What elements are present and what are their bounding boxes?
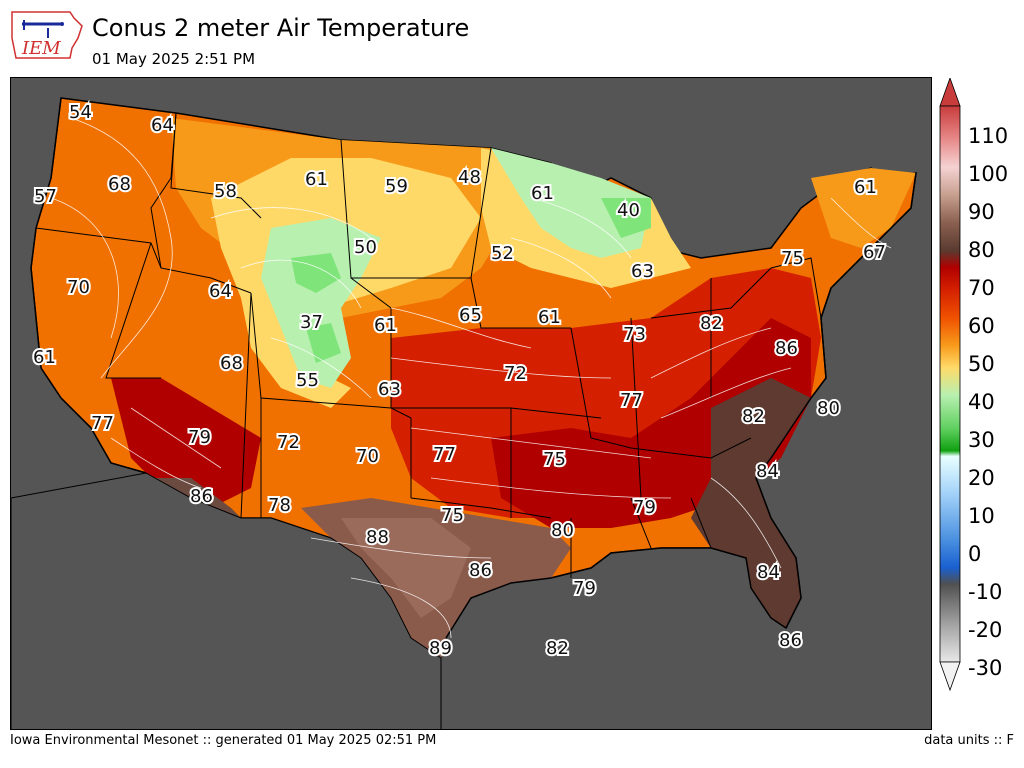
colorbar-tick: 110: [968, 124, 1008, 148]
colorbar-tick: 20: [968, 466, 995, 490]
temp-label: 88: [366, 527, 389, 548]
isotherm-lines: [50, 117, 892, 639]
temp-label: 63: [631, 261, 654, 282]
temp-label: 79: [633, 497, 656, 518]
temp-label: 64: [209, 281, 232, 302]
temp-label: 61: [538, 307, 561, 328]
temp-label: 61: [374, 315, 397, 336]
colorbar-tick: 60: [968, 314, 995, 338]
temp-label: 80: [551, 520, 574, 541]
temp-label: 57: [34, 186, 57, 207]
temp-label: 50: [354, 237, 377, 258]
map-timestamp: 01 May 2025 2:51 PM: [92, 50, 256, 68]
colorbar-tick: 90: [968, 200, 995, 224]
hot-zone-southeast: [691, 378, 811, 628]
iem-logo: IEM: [11, 11, 83, 59]
footer-units: data units :: F: [924, 733, 1014, 748]
temp-label: 89: [429, 638, 452, 659]
temp-label: 52: [491, 243, 514, 264]
temp-label: 86: [190, 486, 213, 507]
temp-label: 72: [504, 363, 527, 384]
temp-label: 75: [781, 248, 804, 269]
footer-credit: Iowa Environmental Mesonet :: generated …: [10, 733, 437, 748]
temperature-colorbar: 110 100 90 80 70 60 50 40 30 20 10 0 -10…: [939, 78, 1008, 692]
temp-label: 61: [854, 177, 877, 198]
temp-label: 84: [756, 461, 779, 482]
value-labels: 54 64 57 68 58 61 59 48 61 40 61 70 50 5…: [31, 100, 888, 661]
temp-label: 75: [543, 449, 566, 470]
temp-label: 82: [700, 313, 723, 334]
colorbar-ticks: 110 100 90 80 70 60 50 40 30 20 10 0 -10…: [968, 124, 1008, 680]
temp-label: 37: [300, 312, 323, 333]
colorbar-tick: 100: [968, 162, 1008, 186]
colorbar-lower-arrow: [939, 661, 961, 692]
temp-label: 61: [33, 347, 56, 368]
temp-label: 86: [469, 560, 492, 581]
colorbar-upper-arrow: [939, 78, 961, 107]
temp-label: 55: [296, 370, 319, 391]
temp-label: 67: [863, 242, 886, 263]
temp-label: 79: [573, 578, 596, 599]
temp-label: 79: [188, 427, 211, 448]
temp-label: 68: [220, 353, 243, 374]
temp-label: 54: [69, 102, 92, 123]
colorbar-tick: 40: [968, 390, 995, 414]
map-panel: 54 64 57 68 58 61 59 48 61 40 61 70 50 5…: [10, 77, 932, 730]
temp-label: 70: [67, 277, 90, 298]
logo-lettering: IEM: [21, 38, 61, 59]
colorbar-tick: 10: [968, 504, 995, 528]
map-title: Conus 2 meter Air Temperature: [92, 14, 470, 42]
temp-label: 68: [108, 174, 131, 195]
temp-label: 77: [433, 444, 456, 465]
temperature-map: 54 64 57 68 58 61 59 48 61 40 61 70 50 5…: [11, 78, 931, 729]
colorbar-tick: 70: [968, 276, 995, 300]
temp-label: 82: [546, 638, 569, 659]
colorbar-tick: 80: [968, 238, 995, 262]
temp-label: 86: [775, 338, 798, 359]
colorbar-tick: -10: [968, 580, 1002, 604]
temp-label: 72: [277, 432, 300, 453]
temp-label: 80: [817, 398, 840, 419]
colorbar-tick: -20: [968, 618, 1002, 642]
temp-label: 82: [742, 406, 765, 427]
temp-label: 84: [757, 562, 780, 583]
temp-label: 86: [779, 630, 802, 651]
colorbar-tick: 0: [968, 542, 981, 566]
temp-label: 65: [459, 305, 482, 326]
colorbar-tick: 30: [968, 428, 995, 452]
temp-label: 59: [385, 176, 408, 197]
temp-label: 61: [305, 169, 328, 190]
colorbar-tick: 50: [968, 352, 995, 376]
temp-label: 58: [214, 181, 237, 202]
temp-label: 48: [458, 167, 481, 188]
temp-label: 70: [356, 446, 379, 467]
temp-label: 63: [378, 379, 401, 400]
temp-label: 78: [268, 495, 291, 516]
temp-label: 77: [620, 390, 643, 411]
temp-label: 75: [441, 505, 464, 526]
temp-label: 77: [91, 413, 114, 434]
temp-label: 40: [617, 200, 640, 221]
temp-label: 64: [151, 115, 174, 136]
temp-label: 61: [531, 183, 554, 204]
temp-label: 73: [623, 324, 646, 345]
colorbar-tick: -30: [968, 656, 1002, 680]
